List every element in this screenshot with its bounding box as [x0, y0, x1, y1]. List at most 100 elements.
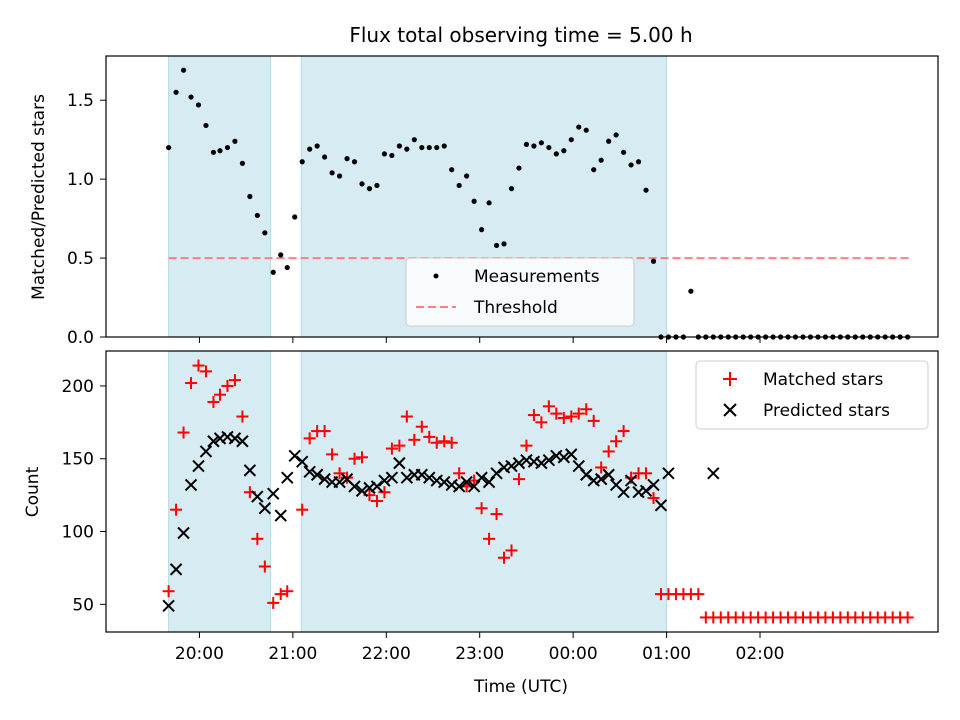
y-tick-label: 1.5: [67, 91, 94, 111]
predicted-star-point: [512, 456, 526, 470]
bottom-x-ticks: 20:00 21:00 22:00 23:00 00:00 01:00 02:00: [175, 632, 785, 664]
measurement-point: [195, 102, 202, 108]
measurement-point: [404, 146, 410, 152]
measurement-point: [449, 167, 455, 173]
measurement-point: [329, 170, 335, 176]
top-x-ticks: [198, 337, 761, 343]
matched-star-point: [647, 492, 660, 505]
top-legend-box: [405, 257, 635, 327]
predicted-star-point: [370, 480, 384, 493]
predicted-star-point: [355, 484, 369, 497]
matched-star-point: [587, 414, 600, 427]
matched-star-point: [490, 508, 503, 521]
measurement-point: [292, 214, 298, 220]
matched-star-point: [267, 596, 280, 609]
matched-star-point: [213, 388, 226, 401]
measurement-point: [217, 148, 223, 154]
predicted-star-point: [192, 459, 205, 473]
predicted-star-point: [184, 478, 198, 492]
matched-star-point: [318, 425, 331, 438]
matched-star-point: [258, 560, 271, 573]
measurement-point: [606, 138, 612, 144]
x-tick-label: 22:00: [362, 644, 411, 664]
matched-star-point: [356, 451, 368, 464]
predicted-star-point: [654, 499, 668, 512]
matched-star-point: [228, 374, 241, 387]
matched-star-point: [177, 426, 190, 439]
predicted-star-point: [393, 456, 406, 470]
chart-title: Flux total observing time = 5.00 h: [349, 23, 692, 47]
predicted-star-point: [594, 472, 608, 486]
predicted-star-point: [505, 459, 518, 473]
measurement-point: [591, 167, 597, 173]
matched-star-point: [393, 439, 406, 452]
predicted-star-point: [460, 475, 473, 489]
predicted-star-point: [385, 471, 399, 484]
legend-measurements-label: Measurements: [474, 267, 600, 287]
measurement-point: [359, 181, 365, 187]
matched-star-point: [303, 432, 316, 445]
measurement-point: [203, 122, 209, 129]
matched-star-point: [572, 407, 585, 420]
measurement-point: [568, 137, 574, 143]
measurement-point: [635, 159, 642, 165]
measurement-point: [493, 242, 500, 249]
predicted-star-point: [557, 451, 571, 464]
predicted-star-point: [258, 502, 272, 515]
predicted-star-point: [318, 472, 331, 486]
measurement-point: [456, 182, 462, 189]
matched-star-point: [610, 435, 623, 448]
matched-star-point: [505, 544, 518, 557]
predicted-star-point: [274, 509, 287, 522]
bottom-axes-frame: [105, 350, 939, 633]
matched-star-point: [162, 585, 175, 598]
predicted-star-point: [475, 471, 488, 484]
predicted-star-point: [177, 526, 190, 540]
matched-star-point: [565, 410, 578, 423]
matched-star-point: [192, 359, 205, 372]
predicted-star-point: [303, 465, 316, 479]
predicted-star-point: [281, 471, 294, 484]
legend-predicted-label: Predicted stars: [763, 401, 890, 421]
matched-star-point: [512, 473, 525, 486]
top-legend: Measurements Threshold: [405, 257, 635, 327]
predicted-star-point: [295, 455, 309, 468]
legend-matched-label: Matched stars: [763, 370, 883, 390]
measurement-point: [538, 140, 544, 146]
predicted-star-point: [423, 471, 436, 484]
matched-star-point: [251, 532, 264, 545]
matched-star-point: [542, 400, 555, 413]
predicted-star-point: [535, 456, 548, 470]
predicted-star-point: [639, 484, 653, 497]
measurement-point: [583, 127, 589, 133]
matched-star-point: [378, 486, 391, 499]
matched-star-point: [692, 588, 705, 601]
legend-measurements-marker: [433, 273, 439, 279]
predicted-star-point: [580, 468, 593, 481]
matched-star-point: [520, 439, 533, 452]
measurement-point: [188, 94, 194, 100]
predicted-star-point: [228, 432, 242, 445]
measurement-point: [314, 143, 320, 149]
matched-star-point: [207, 395, 220, 408]
y-tick-label: 0.0: [67, 328, 94, 348]
measurement-point: [262, 230, 268, 236]
shaded-band-2: [300, 350, 668, 633]
predicted-star-point: [199, 445, 213, 458]
matched-star-point: [453, 467, 466, 480]
predicted-star-point: [400, 471, 414, 484]
shaded-band-1: [168, 55, 271, 338]
y-tick-label: 100: [62, 523, 94, 543]
top-panel: 0.0 0.5 1.0 1.5 Matched/Predicted stars Mea…: [29, 55, 939, 348]
top-y-ticks: 0.0 0.5 1.0 1.5: [67, 91, 106, 348]
legend-threshold-label: Threshold: [473, 298, 558, 318]
measurement-point: [284, 264, 290, 271]
predicted-star-point: [565, 448, 578, 461]
measurement-point: [501, 241, 507, 247]
measurement-point: [165, 144, 172, 151]
matched-star-point: [430, 436, 443, 449]
x-tick-label: 01:00: [642, 644, 691, 664]
matched-star-point: [400, 410, 413, 423]
measurement-point: [322, 154, 328, 160]
matched-star-point: [445, 436, 458, 449]
